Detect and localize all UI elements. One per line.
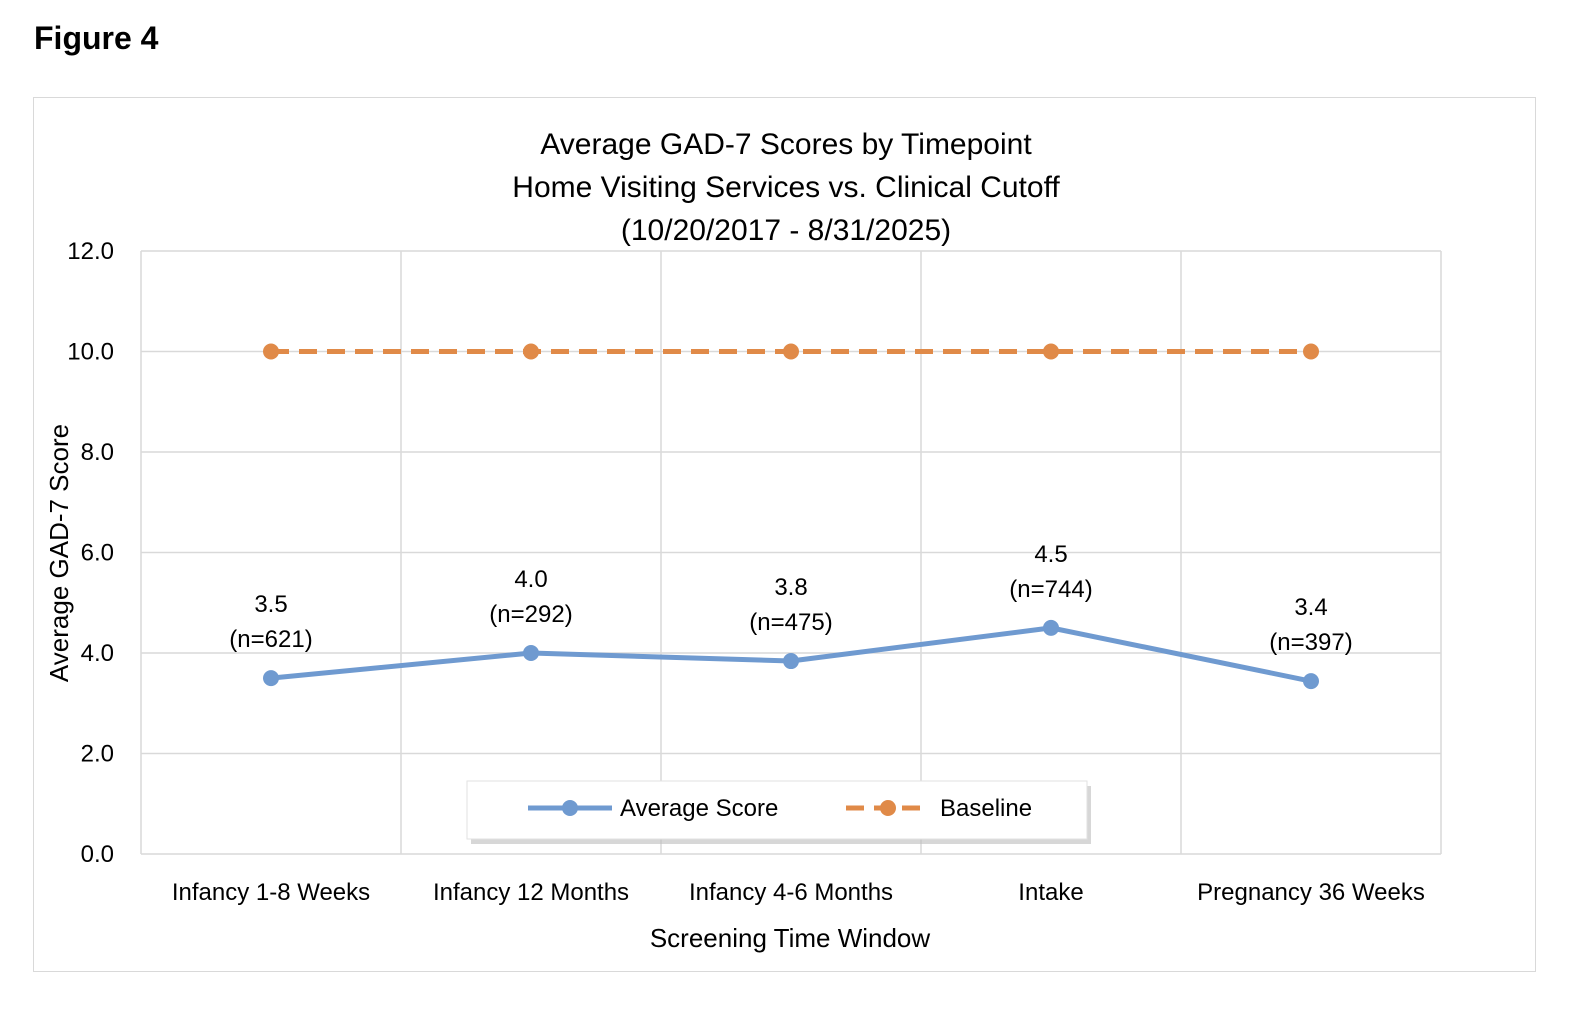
- y-tick-label: 6.0: [81, 540, 114, 567]
- baseline-point: [783, 343, 799, 360]
- data-label-value: 3.5: [254, 591, 287, 618]
- average-score-point: [263, 670, 279, 687]
- average-score-point: [1043, 619, 1059, 636]
- x-tick-label: Intake: [1018, 879, 1083, 906]
- data-label-value: 3.8: [774, 574, 807, 601]
- y-tick-label: 10.0: [67, 339, 114, 366]
- data-label-value: 4.0: [514, 566, 547, 593]
- x-tick-label: Infancy 1-8 Weeks: [172, 879, 370, 906]
- y-tick-label: 8.0: [81, 439, 114, 466]
- y-tick-label: 4.0: [81, 640, 114, 667]
- y-tick-label: 2.0: [81, 741, 114, 768]
- average-score-point: [523, 645, 539, 661]
- chart-title-line: Average GAD-7 Scores by Timepoint: [540, 128, 1032, 161]
- baseline-point: [1043, 343, 1059, 360]
- legend-label-baseline: Baseline: [940, 795, 1032, 822]
- baseline-point: [263, 343, 279, 360]
- data-label-count: (n=292): [489, 601, 572, 628]
- data-label-count: (n=621): [229, 626, 312, 653]
- legend-label-average: Average Score: [620, 795, 778, 822]
- x-axis-title: Screening Time Window: [650, 923, 931, 953]
- baseline-point: [1303, 343, 1319, 360]
- chart-title-line: Home Visiting Services vs. Clinical Cuto…: [512, 171, 1060, 204]
- data-label-count: (n=744): [1009, 576, 1092, 603]
- average-score-point: [783, 653, 799, 670]
- chart-title-line: (10/20/2017 - 8/31/2025): [621, 214, 951, 247]
- baseline-point: [523, 343, 539, 360]
- legend-average-marker: [562, 800, 578, 816]
- x-tick-label: Infancy 12 Months: [433, 879, 629, 906]
- x-tick-label: Infancy 4-6 Months: [689, 879, 893, 906]
- data-label-count: (n=475): [749, 609, 832, 636]
- figure-label: Figure 4: [34, 20, 159, 56]
- data-label-count: (n=397): [1269, 629, 1352, 656]
- data-label-value: 4.5: [1034, 541, 1067, 568]
- x-tick-label: Pregnancy 36 Weeks: [1197, 879, 1425, 906]
- average-score-point: [1303, 673, 1319, 690]
- legend-baseline-marker: [880, 800, 896, 816]
- y-axis-title: Average GAD-7 Score: [44, 424, 74, 682]
- y-tick-label: 12.0: [67, 238, 114, 265]
- y-tick-label: 0.0: [81, 841, 114, 868]
- data-label-value: 3.4: [1294, 594, 1327, 621]
